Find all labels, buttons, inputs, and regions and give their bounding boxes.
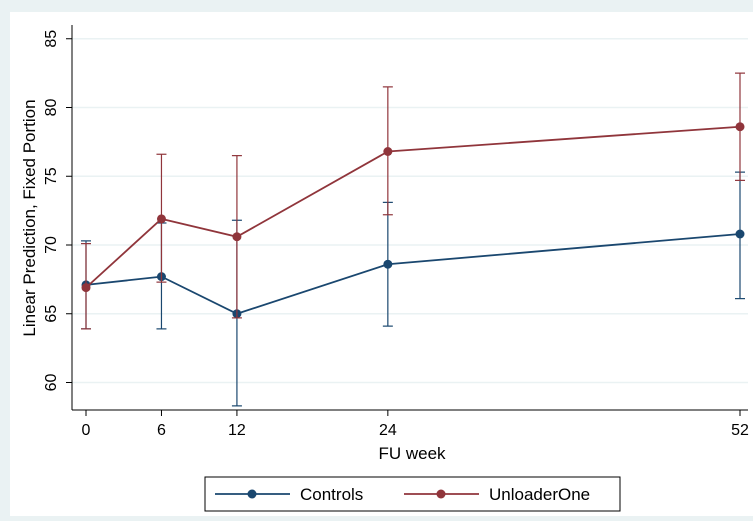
y-tick-label: 80 — [43, 99, 60, 117]
y-tick-label: 85 — [43, 30, 60, 48]
legend-swatch-marker — [247, 489, 257, 499]
data-point — [735, 122, 745, 132]
series-1 — [81, 72, 745, 330]
x-tick-label: 52 — [731, 422, 749, 439]
x-tick-label: 24 — [379, 422, 397, 439]
data-point — [383, 147, 393, 156]
data-point — [156, 214, 166, 224]
x-tick-label: 6 — [157, 422, 166, 439]
y-tick-label: 60 — [43, 374, 60, 392]
chart-panel — [10, 12, 753, 516]
x-axis-label: FU week — [378, 444, 446, 463]
data-point — [232, 232, 242, 242]
y-tick-label: 65 — [43, 305, 60, 323]
x-tick-label: 0 — [82, 422, 91, 439]
legend: Controls UnloaderOne — [204, 476, 621, 512]
data-point — [735, 229, 745, 239]
axes: 60 65 70 75 80 85 0 6 12 24 52 — [43, 25, 749, 439]
y-axis-label: Linear Prediction, Fixed Portion — [20, 99, 39, 336]
data-point — [81, 283, 91, 293]
y-tick-label: 75 — [43, 167, 60, 185]
x-tick-label: 12 — [228, 422, 246, 439]
legend-label: Controls — [300, 485, 363, 504]
series-group — [81, 72, 745, 407]
y-tick-label: 70 — [43, 236, 60, 254]
legend-swatch-marker — [436, 489, 446, 499]
data-point — [383, 259, 393, 269]
legend-label: UnloaderOne — [489, 485, 590, 504]
grid — [72, 38, 748, 384]
